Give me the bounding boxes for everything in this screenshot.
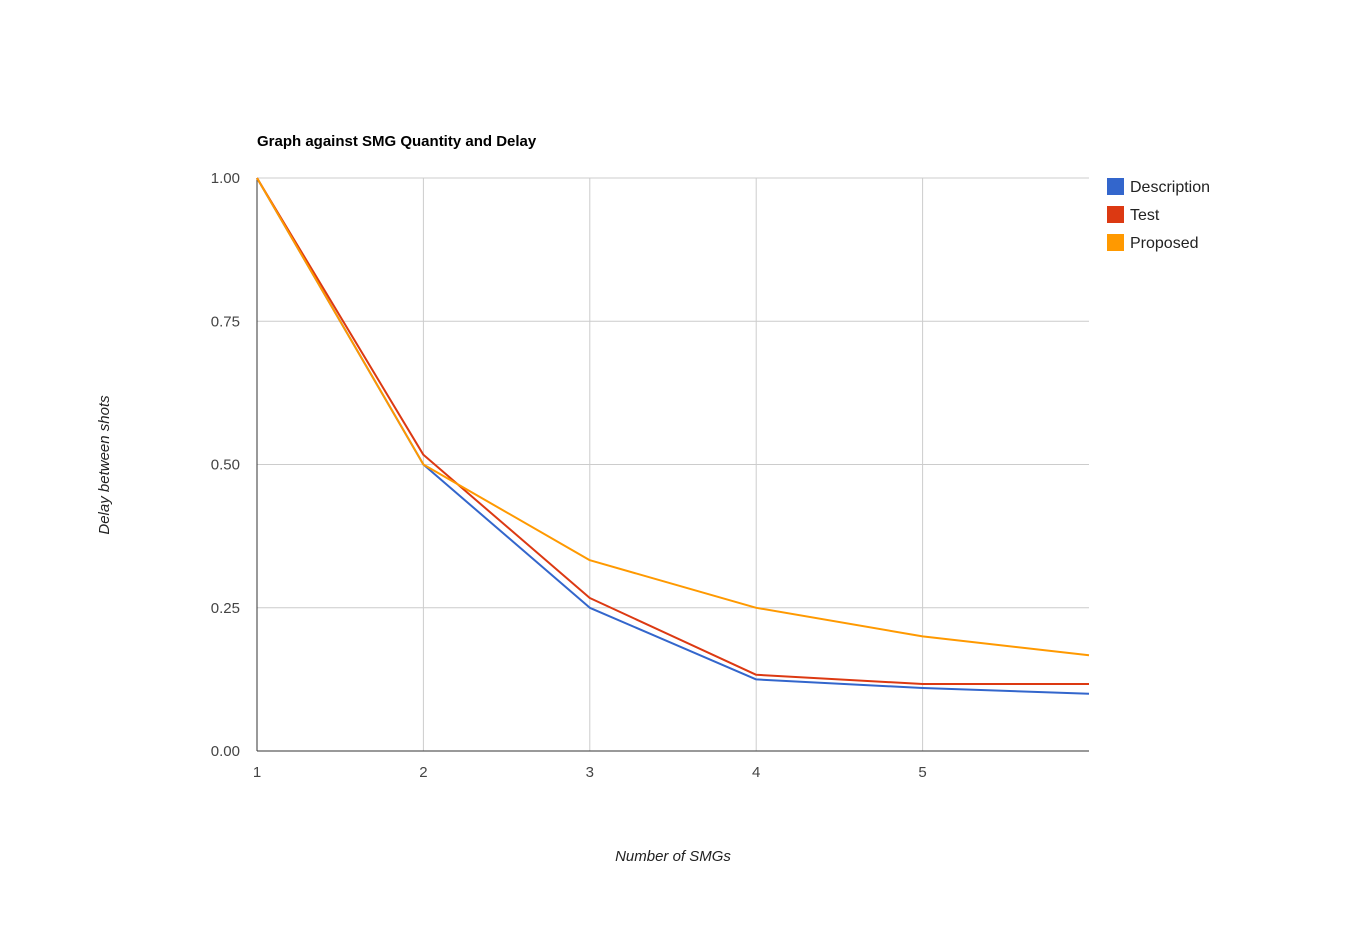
legend-label-proposed: Proposed bbox=[1130, 235, 1199, 252]
legend-label-description: Description bbox=[1130, 179, 1210, 196]
x-tick-label: 1 bbox=[253, 764, 261, 781]
series-line-description bbox=[256, 177, 1090, 695]
y-axis-title: Delay between shots bbox=[96, 395, 113, 535]
series-lines bbox=[256, 177, 1090, 695]
y-tick-label: 0.25 bbox=[211, 600, 240, 617]
axes bbox=[256, 178, 1089, 752]
legend-label-test: Test bbox=[1130, 207, 1160, 224]
legend-swatch-proposed bbox=[1107, 234, 1124, 251]
x-tick-label: 2 bbox=[419, 764, 427, 781]
tick-labels: 0.00 0.25 0.50 0.75 1.00 1 2 3 4 5 bbox=[211, 170, 927, 781]
y-tick-label: 0.75 bbox=[211, 313, 240, 330]
series-line-proposed bbox=[256, 177, 1090, 657]
x-tick-label: 5 bbox=[918, 764, 926, 781]
legend-swatch-test bbox=[1107, 206, 1124, 223]
x-axis-title: Number of SMGs bbox=[615, 848, 731, 865]
grid bbox=[257, 177, 1089, 751]
legend: Description Test Proposed bbox=[1107, 178, 1210, 252]
chart-title: Graph against SMG Quantity and Delay bbox=[257, 133, 537, 150]
y-tick-label: 0.00 bbox=[211, 743, 240, 760]
series-line-test bbox=[256, 177, 1089, 685]
legend-swatch-description bbox=[1107, 178, 1124, 195]
x-tick-label: 4 bbox=[752, 764, 760, 781]
y-tick-label: 0.50 bbox=[211, 457, 240, 474]
x-tick-label: 3 bbox=[586, 764, 594, 781]
y-tick-label: 1.00 bbox=[211, 170, 240, 187]
